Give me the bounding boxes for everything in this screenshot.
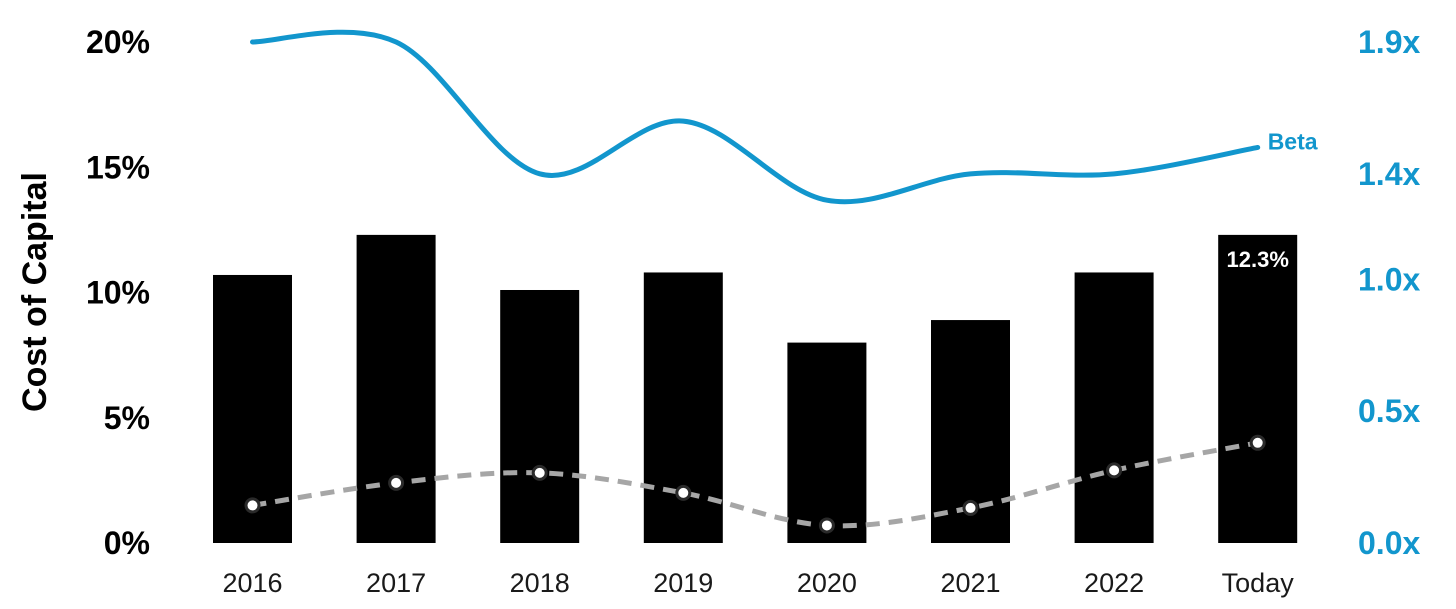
left-axis-tick-label: 10% (86, 275, 150, 311)
chart-labels: Cost of Capital Beta 12.3% (16, 128, 1318, 411)
dashed-series-point-2022 (1106, 462, 1123, 479)
bar-data-label: 12.3% (1227, 247, 1289, 272)
x-axis-tick-label: Today (1222, 568, 1295, 598)
left-axis-ticks: 0% 5% 10% 15% 20% (86, 24, 150, 561)
dashed-series-group (244, 434, 1266, 534)
bar-2022 (1074, 272, 1154, 543)
left-axis-tick-label: 15% (86, 149, 150, 185)
dashed-series-point-2021 (962, 499, 979, 516)
right-axis-tick-label: 0.5x (1358, 393, 1420, 429)
right-axis-ticks: 0.0x 0.5x 1.0x 1.4x 1.9x (1358, 24, 1420, 561)
x-axis-tick-label: 2019 (653, 568, 713, 598)
right-axis-tick-label: 0.0x (1358, 525, 1420, 561)
x-axis-tick-label: 2016 (222, 568, 282, 598)
dashed-series-line (252, 440, 1259, 529)
bars-group (213, 234, 1298, 543)
x-axis-tick-label: 2020 (797, 568, 857, 598)
dashed-series-point-2016 (244, 497, 261, 514)
x-axis-ticks: 2016 2017 2018 2019 2020 2021 2022 Today (222, 568, 1294, 598)
bar-2020 (787, 342, 867, 543)
x-axis-tick-label: 2018 (510, 568, 570, 598)
right-axis-tick-label: 1.4x (1358, 156, 1420, 192)
dashed-series-point-2017 (388, 474, 405, 491)
left-axis-tick-label: 5% (104, 400, 150, 436)
beta-series-label: Beta (1268, 128, 1318, 154)
bar-today (1218, 234, 1298, 543)
dashed-series-point-2019 (675, 484, 692, 501)
y-axis-title: Cost of Capital (16, 172, 54, 412)
right-axis-tick-label: 1.0x (1358, 261, 1420, 297)
beta-series-line (250, 29, 1261, 205)
left-axis-tick-label: 20% (86, 24, 150, 60)
dashed-series-point-today (1249, 434, 1266, 451)
right-axis-tick-label: 1.9x (1358, 24, 1420, 60)
dashed-series-point-2018 (531, 464, 548, 481)
bar-2018 (500, 289, 580, 543)
dashed-series-point-2020 (818, 517, 835, 534)
bar-2017 (356, 234, 436, 543)
x-axis-tick-label: 2017 (366, 568, 426, 598)
x-axis-tick-label: 2022 (1084, 568, 1144, 598)
left-axis-tick-label: 0% (104, 525, 150, 561)
beta-series-group (250, 29, 1261, 205)
bar-2019 (643, 272, 723, 543)
x-axis-tick-label: 2021 (940, 568, 1000, 598)
